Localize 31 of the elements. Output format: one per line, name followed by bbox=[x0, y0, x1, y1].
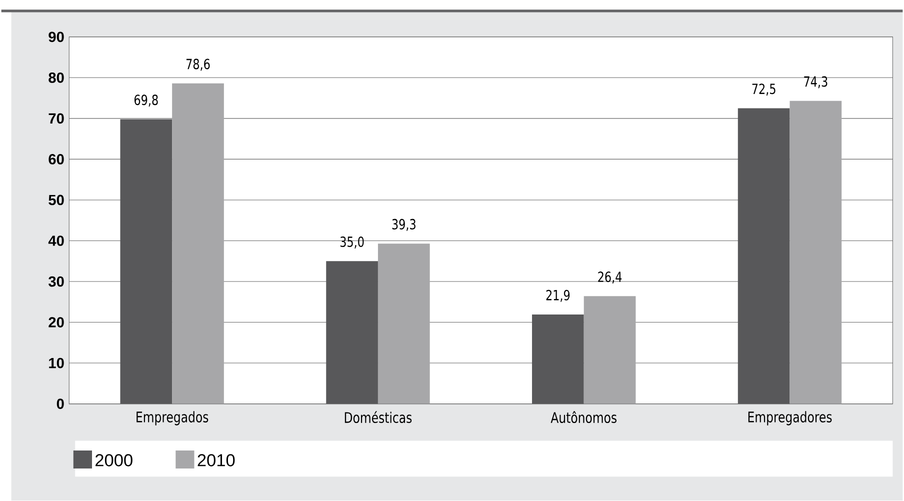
data-label: 26,4 bbox=[598, 272, 622, 284]
bar bbox=[120, 119, 172, 404]
data-label: 21,9 bbox=[546, 290, 570, 302]
bar bbox=[738, 108, 790, 404]
bar bbox=[532, 314, 584, 404]
data-label: 72,5 bbox=[752, 84, 776, 96]
y-tick-label: 30 bbox=[48, 276, 64, 287]
legend-label: 2000 bbox=[96, 454, 132, 467]
bar bbox=[326, 261, 378, 404]
x-tick-label: Empregados bbox=[136, 411, 208, 426]
x-tick-label: Autônomos bbox=[550, 411, 616, 424]
x-tick-label: Empregadores bbox=[748, 411, 832, 426]
y-tick-label: 90 bbox=[48, 32, 64, 42]
bar bbox=[584, 296, 636, 404]
y-tick-label: 20 bbox=[48, 317, 64, 328]
y-tick-label: 40 bbox=[48, 236, 64, 246]
bar bbox=[378, 244, 430, 404]
x-tick-label: Domésticas bbox=[344, 411, 412, 424]
data-label: 78,6 bbox=[186, 58, 210, 71]
y-tick-label: 0 bbox=[56, 398, 64, 410]
y-tick-label: 80 bbox=[48, 72, 64, 84]
y-tick-label: 50 bbox=[48, 195, 64, 206]
legend-label: 2010 bbox=[198, 454, 235, 467]
data-label: 39,3 bbox=[392, 219, 416, 232]
y-tick-label: 60 bbox=[48, 154, 64, 165]
bar bbox=[172, 84, 224, 404]
data-label: 69,8 bbox=[134, 94, 158, 107]
data-label: 74,3 bbox=[804, 76, 828, 88]
bar bbox=[790, 101, 842, 404]
y-tick-label: 10 bbox=[49, 358, 64, 368]
y-tick-label: 70 bbox=[48, 114, 64, 124]
